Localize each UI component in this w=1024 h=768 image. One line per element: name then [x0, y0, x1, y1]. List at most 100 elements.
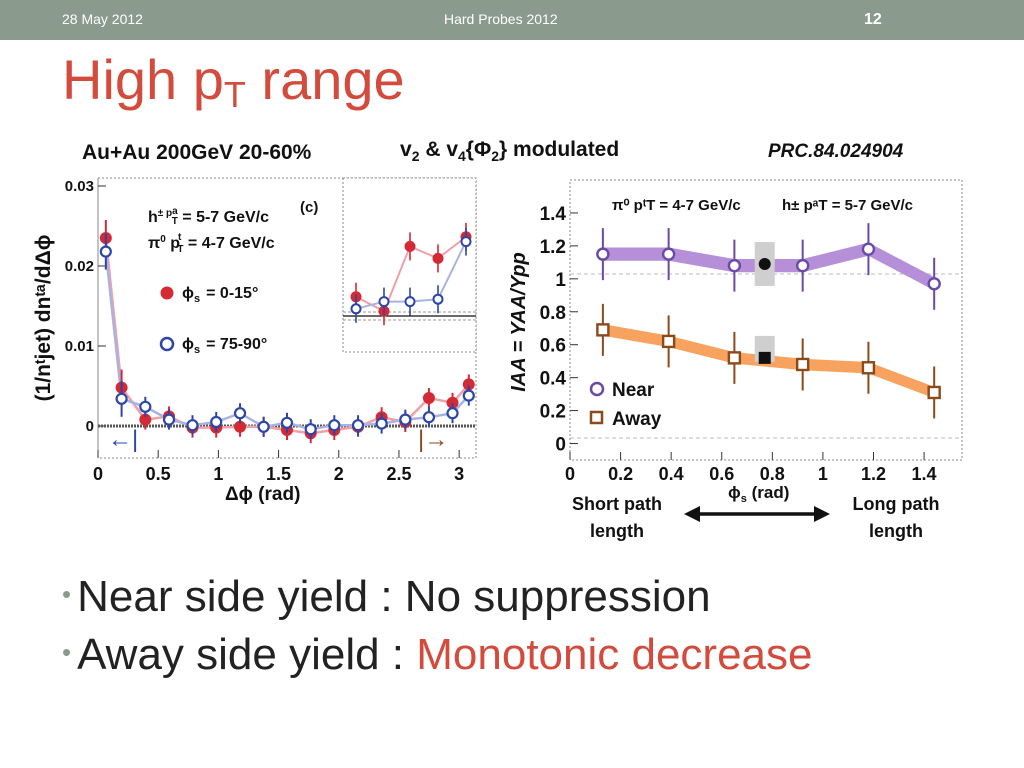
legend-open-label: ϕs = 75-90°: [182, 336, 267, 356]
legend-near-label: Near: [612, 380, 655, 401]
left-y-tick-label: 0.02: [65, 258, 94, 275]
near-point: [727, 258, 742, 273]
right-legend-header-right: h± pᵃT = 5-7 GeV/c: [782, 197, 913, 214]
left-y-tick-label: 0.03: [65, 178, 94, 195]
slide-date: 28 May 2012: [62, 11, 143, 27]
legend-near-marker: [589, 381, 605, 397]
away-point: [727, 351, 742, 365]
away-point: [661, 334, 676, 349]
right-x-tick-label: 1: [818, 464, 828, 484]
bullet-away-highlight: Monotonic decrease: [416, 630, 813, 680]
left-y-tick-label: 0.01: [65, 338, 94, 355]
left-point-filled: [446, 396, 459, 409]
short-path-label-1: Short path: [572, 494, 662, 514]
collision-label: Au+Au 200GeV 20-60%: [82, 141, 312, 164]
left-x-tick-label: 2.5: [386, 464, 411, 484]
inset-point-open: [378, 296, 390, 308]
right-x-tick-label: 1.2: [861, 464, 886, 484]
left-x-tick-label: 0.5: [146, 464, 171, 484]
title-main: High p: [62, 48, 224, 111]
slide-header: 28 May 2012 Hard Probes 2012 12: [0, 0, 1024, 40]
right-y-axis-title: IAA = YAA/Ypp: [508, 252, 530, 391]
left-point-open: [210, 415, 223, 429]
left-x-tick-label: 1: [213, 464, 223, 484]
inset-point-filled: [404, 240, 416, 252]
near-point: [596, 247, 610, 261]
away-point: [927, 385, 941, 400]
left-legend-line2: π0 pt T = 4-7 GeV/c: [148, 232, 275, 255]
left-x-tick-label: 3: [454, 464, 464, 484]
left-point-filled: [462, 378, 475, 391]
bullet-near-text: Near side yield : No suppression: [77, 572, 711, 621]
right-x-tick-label: 0: [565, 464, 575, 484]
left-point-open: [351, 419, 365, 432]
left-point-open: [328, 419, 341, 432]
bullet-dot-icon: •: [62, 579, 72, 609]
legend-filled-label: ϕs = 0-15°: [182, 285, 258, 305]
left-x-tick-label: 0: [93, 464, 103, 484]
right-marks: [596, 223, 941, 419]
right-x-tick-label: 1.4: [912, 464, 937, 484]
mod-amp: & v: [419, 138, 458, 161]
mod-v4-sub: 4: [458, 148, 466, 165]
legend-filled-marker: [160, 286, 174, 300]
left-y-tick-label: 0: [86, 418, 94, 435]
left-point-filled: [234, 420, 247, 433]
left-point-open: [462, 389, 475, 402]
reference-label: PRC.84.024904: [768, 141, 904, 162]
bullet-list: • Near side yield : No suppression • Away …: [62, 572, 813, 690]
title-subscript: T: [223, 74, 246, 115]
inset-point-open: [350, 303, 362, 315]
conference-name: Hard Probes 2012: [444, 11, 558, 27]
near-point: [795, 258, 810, 273]
legend-away-marker: [589, 410, 604, 425]
away-point: [596, 323, 610, 337]
mod-tail: } modulated: [499, 138, 620, 161]
left-point-open: [257, 420, 270, 433]
inset-point-filled: [432, 252, 444, 264]
left-x-tick-label: 2: [334, 464, 344, 484]
slide-title: High pT range: [62, 52, 405, 113]
legend-open-marker: [159, 336, 175, 352]
left-point-filled: [422, 392, 435, 404]
bullet-dot-icon: •: [62, 637, 72, 668]
left-point-open: [446, 407, 459, 420]
left-point-open: [233, 407, 247, 420]
away-integrated-point: [758, 351, 771, 364]
figure-plots: (c) h± pa T = 5-7 GeV/c π0 pt T = 4-7 GeV/…: [32, 177, 963, 541]
slide-number: 12: [864, 11, 882, 28]
left-x-axis-title: Δϕ (rad): [225, 484, 300, 505]
right-x-tick-label: 0.8: [760, 464, 785, 484]
right-y-tick-label: 1: [555, 270, 566, 291]
long-path-label-2: length: [869, 521, 923, 541]
left-marks: [98, 220, 476, 444]
left-point-open: [375, 417, 388, 430]
left-point-open: [99, 245, 112, 258]
inset-point-open: [460, 236, 472, 248]
inset-frame: [342, 177, 477, 353]
title-rest: range: [245, 48, 405, 111]
left-ticks: 0 0.5 1 1.5 2 2.5 3 0 0.01 0.02 0.03: [65, 178, 464, 484]
left-point-open: [186, 419, 199, 432]
long-path-label-1: Long path: [853, 494, 940, 514]
left-point-open: [422, 411, 436, 424]
right-x-tick-label: 0.4: [659, 464, 684, 484]
near-point: [861, 242, 876, 256]
left-x-tick-label: 1.5: [266, 464, 291, 484]
right-frame: [569, 179, 963, 461]
left-legend-line1: h± pa T = 5-7 GeV/c: [148, 206, 269, 227]
arrow-right-icon: |→: [418, 426, 448, 453]
near-point: [927, 277, 941, 291]
left-series-legend: ϕs = 0-15° ϕs = 75-90°: [159, 285, 267, 356]
bullet-near: • Near side yield : No suppression: [62, 572, 813, 621]
away-point: [795, 357, 810, 372]
right-x-tick-label: 0.6: [709, 464, 734, 484]
right-y-tick-label: 1.2: [540, 237, 566, 258]
arrow-left-icon: ←|: [108, 426, 138, 453]
near-integrated-point: [758, 258, 771, 270]
inset-marks: [350, 222, 472, 326]
right-ticks: 0 0.2 0.4 0.6 0.8 1 1.2 1.4 0 0.2 0.4 0.6 0.8 1 1.2 1.4: [540, 204, 937, 484]
left-point-open: [304, 423, 317, 436]
right-y-tick-label: 0.6: [540, 336, 566, 357]
left-legend: h± pa T = 5-7 GeV/c π0 pt T = 4-7 GeV/c: [148, 206, 275, 255]
